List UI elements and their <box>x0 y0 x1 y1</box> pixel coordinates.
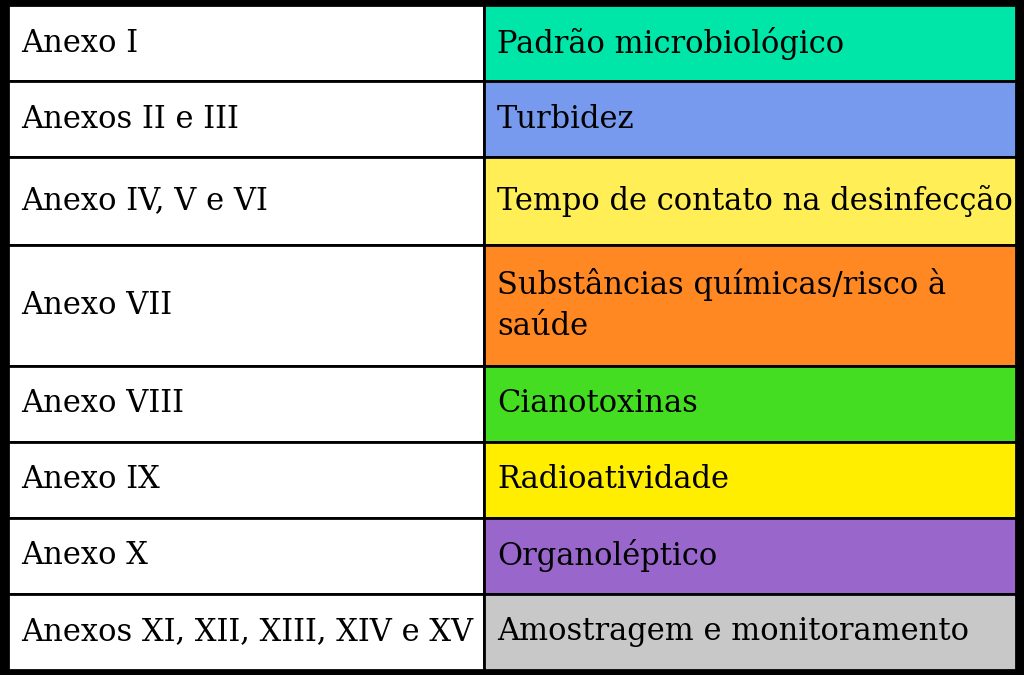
Text: Anexos II e III: Anexos II e III <box>22 104 240 135</box>
Bar <box>483 157 1016 244</box>
Text: Tempo de contato na desinfecção: Tempo de contato na desinfecção <box>497 185 1013 217</box>
Bar <box>483 244 1016 366</box>
Bar <box>8 442 483 518</box>
Bar <box>483 81 1016 157</box>
Text: Organoléptico: Organoléptico <box>497 539 718 572</box>
Bar <box>8 244 483 366</box>
Text: Padrão microbiológico: Padrão microbiológico <box>497 27 844 60</box>
Bar <box>483 366 1016 442</box>
Text: Anexo VII: Anexo VII <box>22 290 173 321</box>
Text: Anexo X: Anexo X <box>22 540 148 571</box>
Text: Turbidez: Turbidez <box>497 104 635 135</box>
Text: Anexo VIII: Anexo VIII <box>22 388 184 419</box>
Bar <box>8 594 483 670</box>
Bar <box>8 5 483 81</box>
Text: Anexo IV, V e VI: Anexo IV, V e VI <box>22 186 268 217</box>
Bar <box>483 5 1016 81</box>
Bar <box>8 518 483 594</box>
Text: Amostragem e monitoramento: Amostragem e monitoramento <box>497 616 969 647</box>
Bar <box>8 366 483 442</box>
Text: Anexos XI, XII, XIII, XIV e XV: Anexos XI, XII, XIII, XIV e XV <box>22 616 474 647</box>
Bar <box>483 442 1016 518</box>
Bar <box>8 81 483 157</box>
Text: Radioatividade: Radioatividade <box>497 464 729 495</box>
Text: Anexo I: Anexo I <box>22 28 138 59</box>
Bar <box>483 518 1016 594</box>
Text: Anexo IX: Anexo IX <box>22 464 160 495</box>
Bar <box>483 594 1016 670</box>
Text: Cianotoxinas: Cianotoxinas <box>497 388 698 419</box>
Bar <box>8 157 483 244</box>
Text: Substâncias químicas/risco à
saúde: Substâncias químicas/risco à saúde <box>497 269 946 342</box>
